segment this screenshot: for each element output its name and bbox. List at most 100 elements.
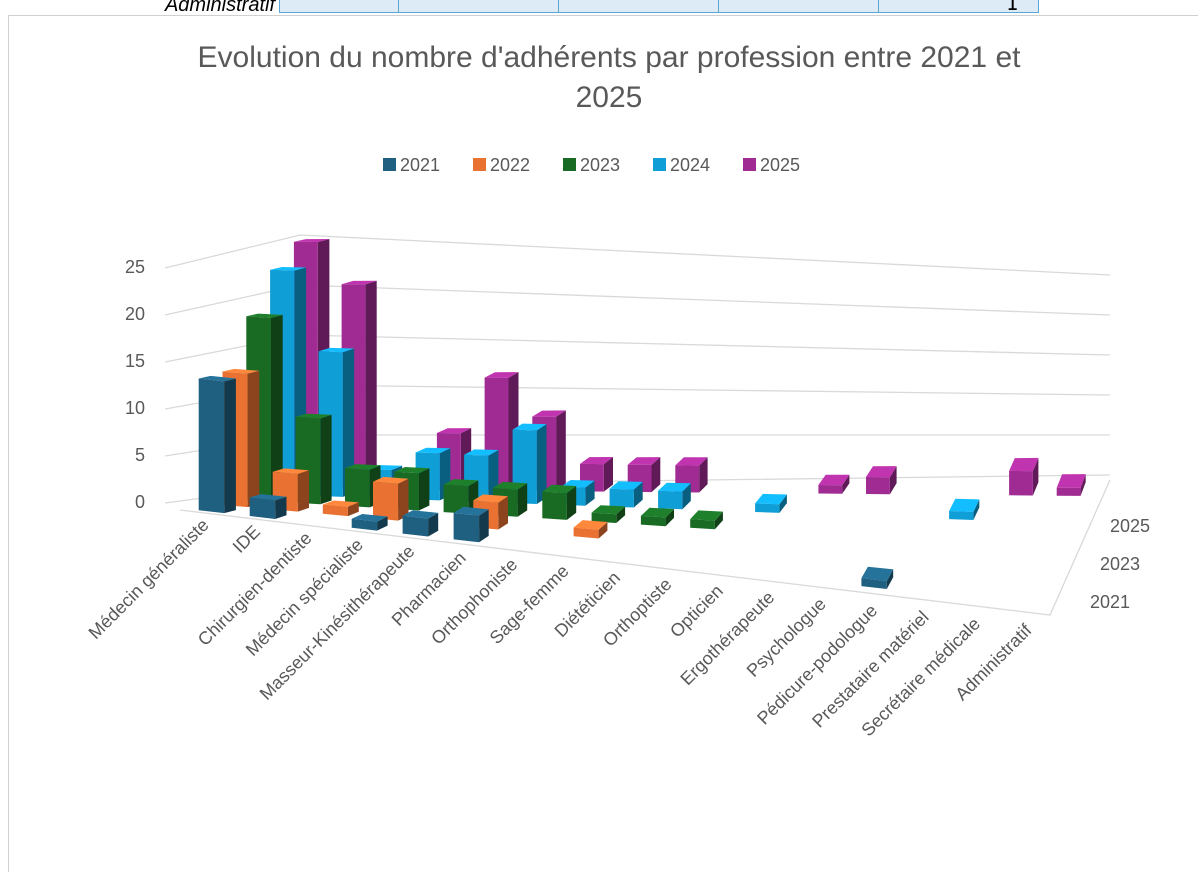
bar <box>198 375 236 514</box>
bar-front <box>755 503 780 513</box>
bar-front <box>912 591 938 595</box>
legend-swatch <box>743 158 756 171</box>
bar-front <box>739 530 765 533</box>
bar-front <box>997 520 1022 522</box>
bar <box>555 551 581 554</box>
bar-side <box>616 506 626 523</box>
bar-top <box>345 464 381 470</box>
bar-side <box>585 480 595 506</box>
bar-top <box>394 467 430 474</box>
bar-front <box>673 545 699 548</box>
bar-front <box>861 578 887 589</box>
bar <box>706 510 731 512</box>
bar-top <box>640 507 674 518</box>
bar <box>824 558 850 561</box>
bar-front <box>810 580 836 584</box>
bar-side <box>886 569 894 589</box>
bar <box>924 567 950 570</box>
bar-front <box>453 512 480 543</box>
bar <box>774 554 800 557</box>
bar <box>300 521 327 525</box>
depth-label: 2023 <box>1100 554 1140 574</box>
bar-top <box>322 500 359 507</box>
bar-top <box>591 505 626 515</box>
bar-top <box>464 449 499 456</box>
bar-front <box>949 511 974 520</box>
bar-top <box>443 479 479 487</box>
bar-top <box>512 423 547 431</box>
x-tick-label: IDE <box>229 521 264 556</box>
bar <box>627 457 661 493</box>
bar <box>838 537 863 539</box>
bar-front <box>706 510 731 512</box>
bar <box>974 572 1000 575</box>
bar <box>1024 576 1050 579</box>
bar <box>912 591 938 595</box>
bar-front <box>542 491 567 520</box>
bar-front <box>351 518 378 531</box>
bar-front <box>774 554 800 557</box>
bar-front <box>555 551 581 554</box>
bar-side <box>271 314 283 502</box>
bar <box>402 510 439 537</box>
bar-front <box>866 477 890 495</box>
bar-top <box>373 476 409 484</box>
y-tick-label: 0 <box>135 492 145 512</box>
bar <box>739 530 765 533</box>
bar-front <box>573 527 599 539</box>
grid-line <box>164 234 1111 276</box>
bar-front <box>606 556 632 560</box>
bar-front <box>591 512 617 523</box>
bar-side <box>275 496 287 519</box>
legend-label: 2025 <box>760 155 800 175</box>
bar-side <box>536 424 547 504</box>
y-tick-label: 5 <box>135 445 145 465</box>
bar <box>861 566 894 589</box>
bar <box>591 505 626 523</box>
legend-label: 2024 <box>670 155 710 175</box>
bar-front <box>852 515 877 517</box>
bar-front <box>1056 487 1081 496</box>
legend-label: 2021 <box>400 155 440 175</box>
bar-front <box>759 574 785 578</box>
bar-top <box>573 520 608 530</box>
depth-label: 2021 <box>1090 592 1130 612</box>
bar <box>609 481 643 508</box>
bar-top <box>415 447 451 454</box>
bar-top <box>270 267 307 271</box>
bar-top <box>246 313 283 318</box>
bar-top <box>318 347 355 353</box>
bar <box>724 549 750 552</box>
bar-top <box>293 239 330 242</box>
bar-side <box>603 457 613 492</box>
bar-top <box>473 494 508 503</box>
bar <box>504 545 531 549</box>
bar-front <box>887 540 913 542</box>
floor-edge <box>179 479 1111 616</box>
bar-top <box>1056 474 1086 488</box>
bar-side <box>566 486 577 520</box>
bar-top <box>755 493 787 505</box>
bar <box>900 517 925 519</box>
bar-front <box>1014 603 1040 607</box>
bar-side <box>320 414 332 505</box>
bar-side <box>1032 457 1039 496</box>
bar-side <box>651 457 661 493</box>
bar-side <box>377 516 388 531</box>
bar <box>1009 457 1039 496</box>
bar <box>852 515 877 517</box>
bar <box>810 580 836 584</box>
table-fragment: Administratif 1 <box>0 0 1198 16</box>
bar-front <box>623 540 649 543</box>
y-tick-label: 15 <box>125 351 145 371</box>
bar-front <box>609 488 634 508</box>
bar-front <box>1035 549 1061 552</box>
bar-top <box>341 280 377 285</box>
bar-side <box>342 348 355 497</box>
bar <box>673 545 699 548</box>
bar-side <box>428 512 439 537</box>
bar <box>874 563 900 566</box>
bar-top <box>351 514 388 522</box>
x-tick-label: Médecin généraliste <box>85 515 213 643</box>
bar <box>658 482 691 510</box>
